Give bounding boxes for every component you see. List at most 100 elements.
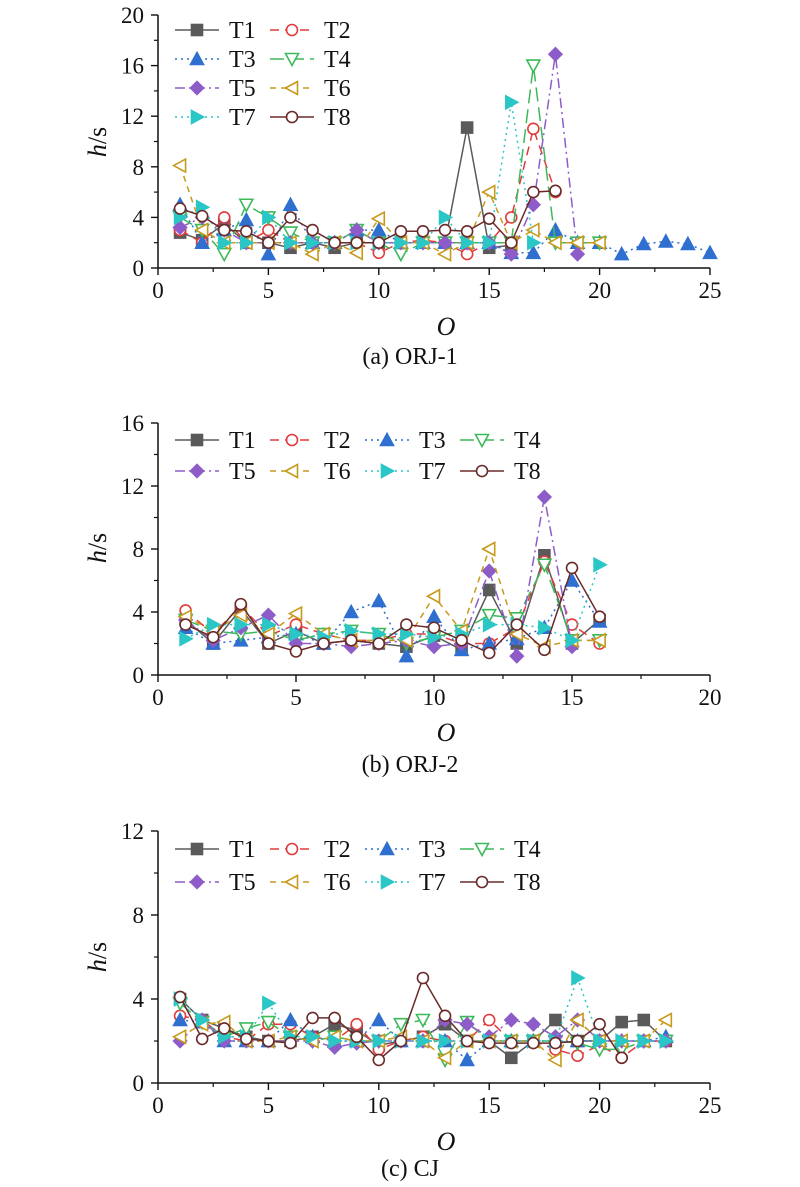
legend: T1 T2 T3 T4 T5 T6 T7 T8 (175, 837, 541, 896)
data-point (549, 1036, 562, 1050)
series-line (179, 65, 600, 256)
data-point (426, 608, 442, 624)
data-point (525, 244, 542, 260)
y-tick-label: 12 (121, 819, 144, 844)
data-point (172, 219, 188, 236)
data-point (372, 637, 386, 650)
legend-marker (474, 433, 490, 449)
legend-marker (283, 80, 299, 96)
legend-entry-t4: T4 (270, 47, 351, 73)
data-point (370, 1011, 387, 1027)
x-axis-label: O (437, 718, 456, 747)
legend-label: T2 (324, 837, 351, 863)
x-axis-label: O (437, 1127, 456, 1156)
y-tick-label: 16 (121, 54, 144, 79)
y-axis-label: h/s (83, 942, 112, 972)
legend-entry-t6: T6 (270, 459, 351, 485)
legend-label: T1 (229, 428, 256, 454)
data-point (416, 225, 430, 238)
y-tick-label: 4 (133, 600, 145, 625)
legend-label: T2 (324, 428, 351, 454)
data-point (370, 210, 386, 227)
data-point (527, 234, 542, 251)
data-point (240, 234, 255, 251)
data-point (262, 995, 277, 1012)
data-point (593, 610, 606, 624)
data-point (350, 236, 364, 249)
data-point (394, 225, 408, 238)
legend-label: T3 (419, 428, 446, 454)
data-point (260, 1015, 277, 1031)
data-point (503, 246, 519, 262)
data-point (217, 1022, 231, 1035)
legend-entry-t2: T2 (270, 18, 351, 44)
legend-entry-t8: T8 (270, 105, 351, 131)
legend-label: T3 (419, 837, 446, 863)
legend-label: T5 (229, 76, 256, 102)
data-point (232, 607, 248, 623)
series-t8 (173, 971, 628, 1067)
series-t8 (173, 184, 562, 249)
x-tick-label: 10 (423, 685, 446, 710)
data-point (702, 244, 718, 260)
panel-2: 0 5 10 15 20 0 4 8 12 16 Oh/s (b) ORJ-2 T1 T2 T3 T4 T5 T6… (83, 411, 722, 778)
data-point (438, 223, 452, 237)
data-point (427, 621, 441, 635)
x-tick-label: 20 (588, 278, 611, 303)
data-point (504, 236, 518, 249)
legend-entry-t5: T5 (175, 870, 256, 896)
legend-entry-t2: T2 (270, 428, 351, 454)
data-point (657, 1012, 673, 1028)
x-tick-label: 25 (699, 1093, 722, 1118)
legend-marker (380, 874, 396, 890)
data-point (304, 246, 319, 262)
legend-label: T8 (514, 870, 541, 896)
legend-marker (190, 842, 204, 856)
legend-entry-t1: T1 (175, 837, 256, 863)
data-point (284, 234, 299, 251)
legend-entry-t5: T5 (175, 76, 256, 102)
data-point (525, 197, 541, 213)
legend-marker (285, 842, 299, 856)
data-point (206, 616, 222, 633)
x-tick-label: 0 (152, 685, 164, 710)
x-tick-label: 10 (367, 1093, 390, 1118)
data-point (173, 990, 187, 1004)
data-point (350, 1017, 364, 1031)
data-point (372, 1033, 387, 1049)
data-point (547, 221, 564, 237)
legend-marker (190, 23, 204, 37)
x-tick-label: 25 (699, 278, 722, 303)
data-point (565, 632, 581, 649)
data-point (234, 597, 248, 611)
legend-label: T6 (324, 870, 351, 896)
legend-marker (379, 431, 395, 447)
y-tick-label: 8 (133, 155, 145, 180)
y-axis-label: h/s (83, 127, 112, 157)
data-point (400, 618, 413, 631)
data-point (436, 1049, 452, 1066)
data-point (460, 234, 476, 251)
y-tick-label: 8 (133, 903, 145, 928)
data-point (262, 1034, 275, 1048)
panel-caption: (b) ORJ-2 (362, 752, 459, 778)
legend-entry-t1: T1 (175, 428, 256, 454)
data-point (510, 618, 524, 631)
legend-label: T4 (324, 47, 351, 73)
series-line (185, 546, 600, 648)
data-point (306, 1011, 319, 1025)
y-tick-label: 4 (133, 987, 145, 1012)
data-point (481, 184, 496, 200)
data-point (436, 246, 452, 262)
data-point (438, 1009, 452, 1023)
data-point (615, 1015, 628, 1029)
y-tick-label: 20 (121, 3, 144, 28)
data-point (615, 1051, 628, 1065)
data-point (195, 1012, 211, 1028)
data-point (287, 605, 303, 622)
data-point (460, 1034, 474, 1048)
data-point (172, 1011, 188, 1027)
data-point (504, 94, 520, 111)
